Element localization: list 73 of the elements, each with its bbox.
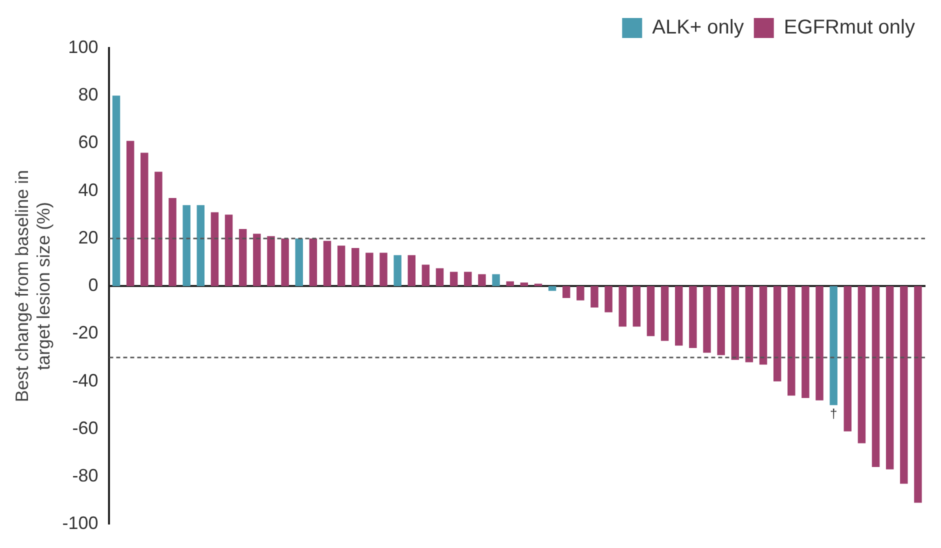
bar	[632, 286, 641, 327]
y-tick-label: 40	[78, 180, 98, 200]
bar	[759, 286, 768, 365]
y-tick-label: -60	[72, 418, 98, 438]
bar	[422, 264, 430, 286]
bar	[323, 240, 332, 286]
bar	[689, 286, 697, 348]
bar	[126, 140, 134, 286]
bar	[788, 286, 796, 396]
bar	[210, 212, 219, 286]
bar	[337, 246, 346, 286]
bar	[590, 286, 598, 308]
bar	[562, 286, 570, 298]
bar	[773, 286, 782, 382]
y-tick-label: -80	[72, 466, 98, 486]
bar	[802, 286, 810, 398]
bar	[351, 248, 360, 286]
bar	[168, 198, 176, 286]
annotation: †	[830, 406, 838, 422]
legend-label: ALK+ only	[652, 16, 744, 39]
bar	[394, 255, 402, 286]
bar	[196, 205, 205, 286]
bar	[914, 286, 922, 503]
y-tick-label: 60	[78, 132, 98, 152]
bar	[886, 286, 894, 470]
bar	[618, 286, 626, 327]
bar	[660, 286, 669, 341]
bar	[548, 286, 556, 291]
bar	[450, 272, 458, 286]
bar	[520, 282, 528, 286]
bar	[253, 234, 261, 286]
bar	[731, 286, 739, 360]
y-axis-title: Best change from baseline in target lesion size (%)	[12, 170, 54, 402]
bar	[646, 286, 655, 336]
bar	[267, 236, 275, 286]
bar	[872, 286, 880, 468]
bar	[238, 228, 247, 286]
bar	[408, 255, 416, 286]
y-tick-label: -20	[72, 322, 98, 343]
bar	[309, 238, 318, 286]
bar	[717, 286, 725, 356]
y-tick-label: -100	[62, 513, 98, 534]
bar	[674, 286, 683, 346]
bar	[154, 172, 162, 286]
bar	[745, 286, 754, 362]
bar	[224, 214, 233, 286]
bar	[576, 286, 584, 300]
bar	[858, 286, 866, 444]
bar	[380, 252, 388, 286]
bar	[816, 286, 824, 400]
bar	[900, 286, 908, 484]
bar	[182, 205, 190, 286]
bar	[492, 274, 500, 286]
y-tick-label: 80	[78, 84, 98, 105]
bar	[844, 286, 852, 432]
bar	[703, 286, 711, 353]
bar	[464, 272, 472, 286]
y-tick-label: 100	[68, 36, 98, 57]
bar	[830, 286, 838, 406]
bar	[506, 281, 514, 286]
bar	[295, 238, 303, 286]
y-tick-label: 0	[88, 275, 98, 296]
bar	[366, 252, 374, 286]
y-tick-label: 20	[78, 227, 98, 248]
bar	[436, 268, 444, 286]
bar	[112, 96, 120, 286]
bar	[281, 238, 289, 286]
y-tick-label: -40	[72, 370, 98, 390]
bar	[534, 284, 542, 286]
bar	[478, 274, 486, 286]
bar	[604, 286, 612, 312]
legend-label: EGFRmut only	[784, 16, 916, 39]
bar	[140, 152, 148, 286]
